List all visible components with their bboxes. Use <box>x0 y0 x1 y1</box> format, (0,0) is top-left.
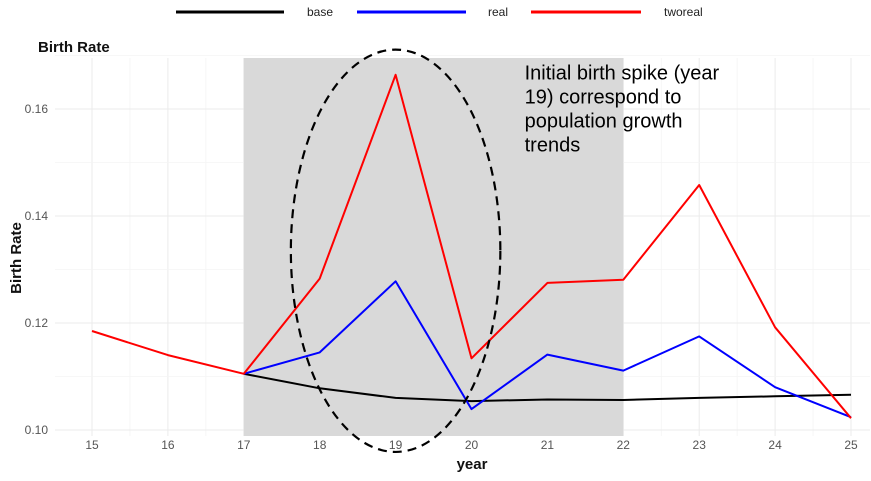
shaded-region-rect <box>243 58 624 436</box>
x-tick-label: 18 <box>313 438 327 452</box>
y-tick-label: 0.14 <box>25 209 49 223</box>
x-tick-label: 16 <box>161 438 175 452</box>
series-line-tworeal <box>91 73 852 419</box>
highlight-ellipse <box>289 48 502 454</box>
legend-label-tworeal: tworeal <box>664 5 703 19</box>
legend: base real tworeal <box>176 5 703 19</box>
x-tick-label: 21 <box>541 438 555 452</box>
x-tick-label: 25 <box>844 438 858 452</box>
x-tick-label: 17 <box>237 438 251 452</box>
series-line-base <box>243 372 852 403</box>
y-tick-label: 0.12 <box>25 316 49 330</box>
chart-title: Birth Rate <box>38 39 110 56</box>
annotation-line: Initial birth spike (year <box>525 63 720 85</box>
series-lines <box>91 73 852 419</box>
annotation-line: population growth <box>525 111 683 133</box>
series-line-real <box>243 280 852 419</box>
axis-ticks: 15 16 17 18 19 20 21 22 23 24 25 0.10 0.12 0.14 0.16 <box>25 102 858 452</box>
y-tick-label: 0.10 <box>25 423 49 437</box>
annotation-line: 19) correspond to <box>525 87 682 109</box>
shaded-region <box>243 58 624 436</box>
x-tick-label: 24 <box>768 438 782 452</box>
x-tick-label: 19 <box>389 438 403 452</box>
x-tick-label: 23 <box>693 438 707 452</box>
legend-label-base: base <box>307 5 333 19</box>
x-tick-label: 20 <box>465 438 479 452</box>
annotation-line: trends <box>525 135 581 157</box>
x-tick-label: 22 <box>617 438 631 452</box>
x-axis-label: year <box>457 456 488 473</box>
x-tick-label: 15 <box>85 438 99 452</box>
y-axis-label: Birth Rate <box>8 222 25 294</box>
y-tick-label: 0.16 <box>25 102 49 116</box>
legend-label-real: real <box>488 5 508 19</box>
